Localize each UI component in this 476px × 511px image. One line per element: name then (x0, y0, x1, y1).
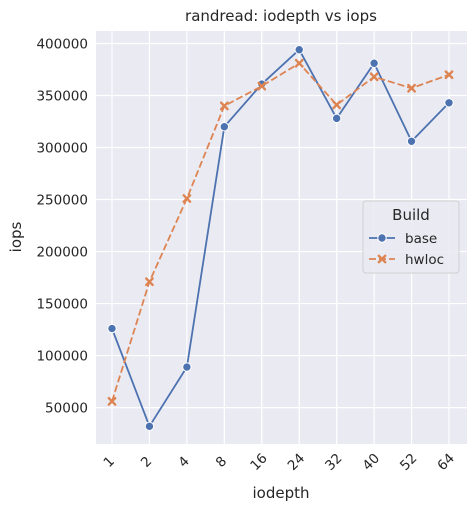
data-point-base (406, 136, 417, 146)
legend-marker-hwloc (377, 254, 387, 264)
data-point-hwloc (107, 396, 117, 406)
x-tick-label: 8 (213, 453, 230, 470)
legend-title: Build (392, 206, 430, 224)
data-point-hwloc (294, 58, 304, 68)
data-point-base (144, 421, 155, 432)
y-axis-ticks: 50000 100000 150000 200000 250000 300000 35000… (36, 36, 88, 416)
x-axis-label: iodepth (252, 484, 309, 502)
data-point-hwloc (407, 83, 416, 93)
y-tick-label: 150000 (36, 297, 88, 313)
x-tick-label: 52 (397, 450, 420, 473)
x-tick-label: 32 (322, 450, 345, 473)
data-point-hwloc (145, 277, 154, 287)
grid (96, 31, 467, 444)
x-tick-label: 1 (100, 453, 117, 470)
x-tick-label: 64 (434, 450, 457, 473)
data-point-hwloc (257, 81, 267, 91)
data-point-hwloc (369, 72, 379, 82)
data-point-hwloc (219, 101, 229, 111)
y-tick-label: 400000 (36, 36, 88, 52)
series-line-hwloc (111, 62, 450, 402)
y-axis-label: iops (7, 221, 25, 252)
data-point-base (182, 362, 192, 372)
legend: Build base hwloc (362, 200, 460, 274)
x-tick-label: 16 (247, 450, 270, 473)
x-tick-label: 40 (360, 450, 383, 473)
legend-entries: base hwloc (369, 231, 444, 268)
data-point-base (219, 122, 230, 132)
x-tick-label: 24 (285, 450, 308, 473)
data-point-base (444, 98, 454, 108)
y-tick-label: 300000 (36, 141, 88, 157)
data-point-base (369, 58, 379, 68)
series-base (107, 45, 454, 432)
series-layer (107, 45, 454, 432)
data-point-hwloc (444, 70, 454, 80)
y-tick-label: 200000 (36, 245, 88, 261)
data-point-base (331, 113, 342, 124)
legend-label-base: base (405, 231, 437, 247)
y-tick-label: 100000 (36, 349, 88, 365)
data-point-hwloc (182, 194, 192, 203)
y-tick-label: 50000 (45, 401, 88, 417)
legend-box (362, 200, 460, 274)
series-line-base (111, 48, 450, 428)
x-tick-label: 4 (175, 453, 192, 470)
y-tick-label: 350000 (36, 88, 88, 104)
y-tick-label: 250000 (36, 193, 88, 209)
data-point-hwloc (332, 100, 342, 110)
series-hwloc (107, 58, 454, 406)
x-tick-label: 2 (138, 453, 155, 470)
data-point-base (294, 45, 304, 55)
legend-marker-base (377, 233, 387, 243)
chart-title: randread: iodepth vs iops (185, 7, 377, 25)
data-point-base (107, 323, 117, 334)
legend-label-hwloc: hwloc (405, 252, 444, 268)
x-axis-ticks: 1 2 4 8 16 24 32 40 52 64 (100, 450, 457, 473)
